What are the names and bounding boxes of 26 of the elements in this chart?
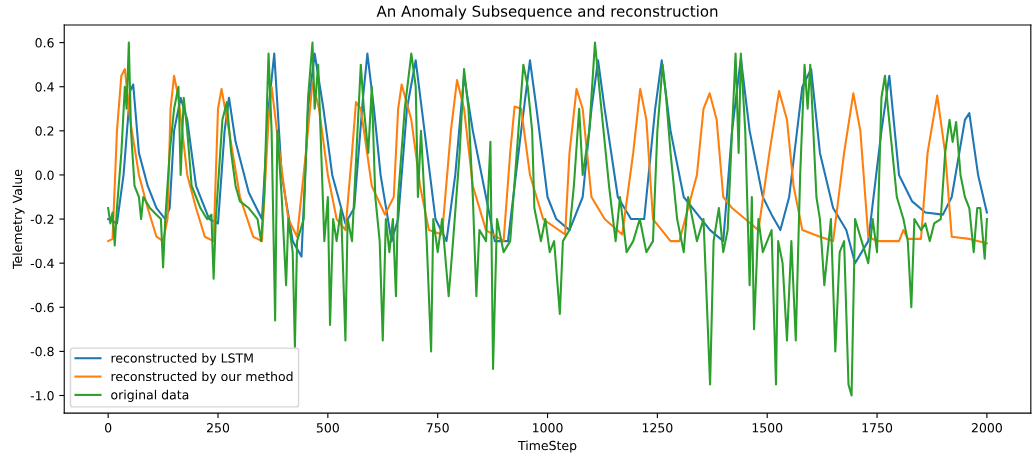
y-tick-label: -0.4 [30, 258, 54, 269]
y-tick-label: -0.6 [30, 302, 54, 313]
line-series [107, 52, 988, 265]
x-tick-label: 1250 [642, 423, 673, 433]
y-tick-label: 0.4 [35, 82, 54, 92]
line-series [107, 68, 988, 245]
x-tick-label: 250 [206, 423, 230, 433]
x-axis-title: TimeStep [517, 440, 577, 453]
legend-label: reconstructed by our method [111, 371, 293, 384]
legend-label: original data [111, 389, 189, 402]
x-tick-label: 2000 [971, 423, 1002, 433]
x-tick-label: 1000 [532, 423, 563, 433]
x-tick-label: 750 [426, 423, 449, 433]
y-tick-label: -1.0 [30, 390, 54, 401]
legend-label: reconstructed by LSTM [111, 353, 253, 366]
y-tick-label: 0.0 [35, 170, 54, 180]
x-tick-label: 500 [316, 423, 339, 433]
y-tick-label: 0.2 [35, 126, 54, 136]
x-tick-label: 1750 [862, 423, 893, 433]
x-tick-label: 0 [105, 423, 112, 433]
y-axis-title: Telemetry Value [12, 169, 25, 270]
y-tick-label: -0.8 [30, 346, 54, 357]
y-tick-label: -0.2 [30, 214, 54, 224]
y-tick-label: 0.6 [35, 38, 54, 48]
chart-title: An Anomaly Subsequence and reconstruction [376, 5, 718, 20]
x-tick-label: 1500 [752, 423, 783, 433]
